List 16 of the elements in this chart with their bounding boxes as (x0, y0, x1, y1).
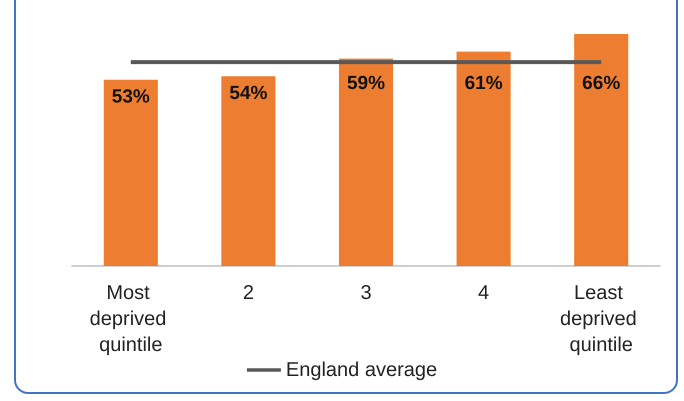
x-tick-label: 4 (478, 282, 490, 304)
data-label: 59% (346, 73, 386, 94)
x-tick-label: Most deprived quintile (90, 282, 172, 356)
bar (574, 34, 628, 266)
data-label: 61% (464, 73, 503, 94)
bar (104, 80, 158, 266)
x-tick-label: 2 (242, 282, 254, 304)
x-tick-label: Least deprived quintile (560, 282, 642, 356)
bar (456, 52, 511, 266)
bar (221, 76, 276, 266)
legend-label: England average (286, 359, 438, 381)
x-tick-label: 3 (360, 282, 372, 304)
data-label: 54% (229, 83, 268, 104)
data-label: 53% (112, 86, 150, 108)
bar (338, 58, 394, 266)
data-label: 66% (582, 73, 620, 94)
